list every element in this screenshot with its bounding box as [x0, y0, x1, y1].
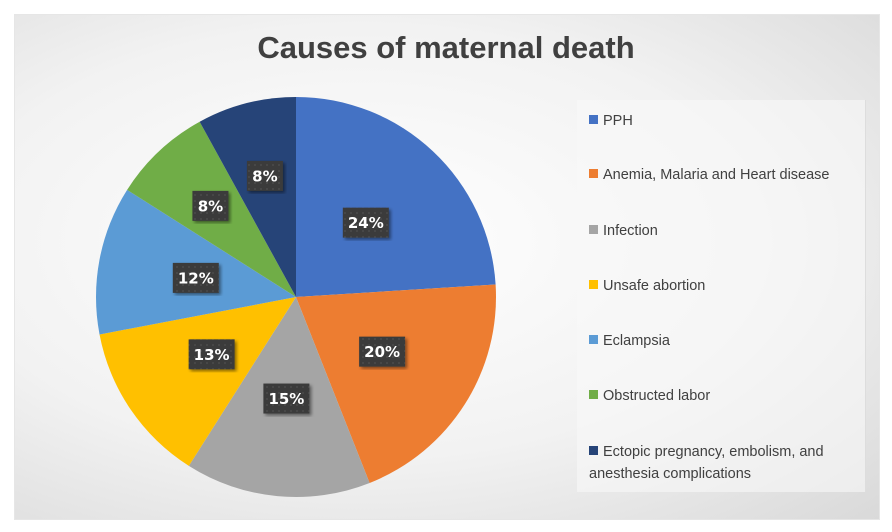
legend-label: Infection	[603, 223, 658, 239]
svg-text:13%: 13%	[194, 346, 230, 364]
legend-label: Unsafe abortion	[603, 278, 706, 294]
svg-text:20%: 20%	[364, 343, 400, 361]
data-label: 8%	[246, 160, 283, 191]
legend-item: Infection	[589, 220, 859, 242]
data-label: 8%	[192, 190, 229, 221]
legend-swatch	[589, 169, 598, 178]
pie-slice	[96, 189, 296, 335]
chart-title: Causes of maternal death	[257, 30, 635, 65]
svg-text:24%: 24%	[348, 214, 384, 232]
data-label: 24%	[342, 207, 389, 238]
legend-item: Anemia, Malaria and Heart disease	[589, 164, 859, 186]
svg-text:8%: 8%	[252, 167, 277, 185]
legend-swatch	[589, 225, 598, 234]
legend-label: PPH	[603, 113, 633, 129]
legend-swatch	[589, 115, 598, 124]
legend: PPH Anemia, Malaria and Heart disease Infe…	[577, 100, 866, 492]
legend-label: Ectopic pregnancy, embolism, and anesthe…	[589, 444, 824, 482]
legend-swatch	[589, 280, 598, 289]
pie-slice	[296, 284, 496, 483]
data-label: 12%	[172, 262, 219, 293]
legend-swatch	[589, 446, 598, 455]
legend-label: Eclampsia	[603, 333, 670, 349]
data-label: 20%	[359, 336, 406, 367]
pie-slice	[199, 97, 296, 297]
data-label: 13%	[188, 339, 235, 370]
svg-text:12%: 12%	[178, 269, 214, 287]
pie-slice	[99, 297, 297, 466]
legend-item: Ectopic pregnancy, embolism, and anesthe…	[589, 441, 859, 485]
legend-label: Obstructed labor	[603, 388, 711, 404]
svg-text:8%: 8%	[198, 197, 223, 215]
legend-swatch	[589, 335, 598, 344]
legend-item: Eclampsia	[589, 330, 859, 352]
legend-item: PPH	[589, 110, 859, 132]
legend-swatch	[589, 390, 598, 399]
legend-label: Anemia, Malaria and Heart disease	[603, 167, 830, 183]
legend-item: Obstructed labor	[589, 385, 859, 407]
pie-slice	[296, 97, 496, 297]
svg-text:15%: 15%	[268, 390, 304, 408]
data-label: 15%	[263, 383, 310, 414]
legend-item: Unsafe abortion	[589, 275, 859, 297]
